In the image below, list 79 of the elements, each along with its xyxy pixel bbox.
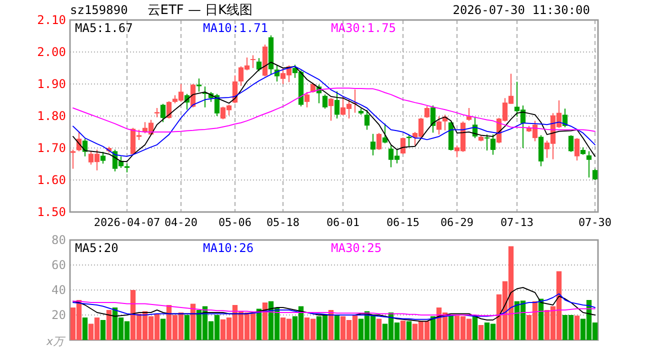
x-tick-label: 05-06 — [218, 216, 252, 229]
candlestick — [334, 90, 340, 120]
candlestick — [154, 108, 160, 118]
x-tick-label: 05-18 — [266, 216, 300, 229]
candlestick — [568, 134, 574, 152]
candlestick — [592, 168, 598, 180]
chart-title: 云ETF — 日K线图 — [147, 3, 253, 18]
candlestick — [364, 109, 370, 130]
candlestick — [490, 134, 496, 156]
bar — [184, 315, 190, 340]
bar — [478, 325, 484, 340]
candlestick — [586, 150, 592, 178]
bar — [400, 320, 406, 340]
candlestick — [466, 108, 472, 122]
bar — [430, 316, 436, 340]
candlestick — [166, 100, 172, 120]
candlestick — [328, 98, 334, 122]
y-tick-label: 60 — [52, 258, 66, 272]
line-series — [72, 300, 596, 316]
candlestick — [256, 58, 262, 72]
x-tick-label: 04-20 — [164, 216, 198, 229]
candlestick — [376, 132, 382, 150]
y-tick-label: 20 — [52, 308, 66, 322]
bar — [190, 304, 196, 340]
bar — [376, 318, 382, 340]
y-tick-label: 1.90 — [37, 77, 66, 91]
y-tick-label: 80 — [52, 233, 66, 247]
x-tick-label: 06-01 — [326, 216, 360, 229]
bar — [406, 321, 412, 340]
candlestick — [400, 136, 406, 155]
text: sz159890 — [70, 3, 128, 17]
candlestick — [304, 92, 310, 108]
bar — [106, 310, 112, 340]
text: 2026-07-30 11:30:00 — [452, 3, 590, 17]
y-tick-label: 1.50 — [37, 205, 66, 219]
candlestick — [160, 103, 166, 123]
candlestick — [370, 133, 376, 156]
bar — [334, 315, 340, 340]
candlestick — [436, 116, 442, 136]
text: MA30:1.75 — [331, 21, 396, 35]
line-series — [72, 293, 596, 320]
text: MA10:1.71 — [203, 21, 268, 35]
x-tick-label: 06-29 — [440, 216, 474, 229]
bar — [262, 302, 268, 340]
x-tick-label: 07-13 — [500, 216, 534, 229]
text: MA5:1.67 — [75, 21, 133, 35]
candlestick — [250, 54, 256, 68]
y-tick-label: 1.60 — [37, 173, 66, 187]
bar — [100, 320, 106, 340]
bar — [328, 310, 334, 340]
candlestick — [82, 138, 88, 157]
y-tick-label: 2.10 — [37, 13, 66, 27]
candlestick — [382, 123, 388, 144]
text: MA10:26 — [203, 241, 254, 255]
y-axis-title: x万 — [45, 335, 66, 348]
text: MA5:20 — [75, 241, 118, 255]
text: MA30:25 — [331, 241, 382, 255]
candlestick — [100, 151, 106, 164]
bar — [574, 316, 580, 340]
bar — [448, 315, 454, 340]
y-tick-label: 40 — [52, 283, 66, 297]
bar — [472, 315, 478, 340]
y-tick-label: 1.80 — [37, 109, 66, 123]
candlestick — [424, 106, 430, 118]
candlestick — [430, 104, 436, 134]
x-tick-label: 2026-04-07 — [94, 216, 160, 229]
candlestick — [574, 138, 580, 161]
candlestick — [484, 134, 490, 152]
x-tick-label: 06-15 — [386, 216, 420, 229]
candlestick — [562, 108, 568, 128]
y-tick-label: 2.00 — [37, 45, 66, 59]
bar — [160, 318, 166, 340]
candlestick — [70, 149, 76, 170]
bar — [82, 318, 88, 340]
bar — [256, 308, 262, 340]
y-tick-label: 1.70 — [37, 141, 66, 155]
candlestick — [196, 78, 202, 92]
x-tick-label: 07-30 — [578, 216, 612, 229]
candlestick — [322, 94, 328, 110]
